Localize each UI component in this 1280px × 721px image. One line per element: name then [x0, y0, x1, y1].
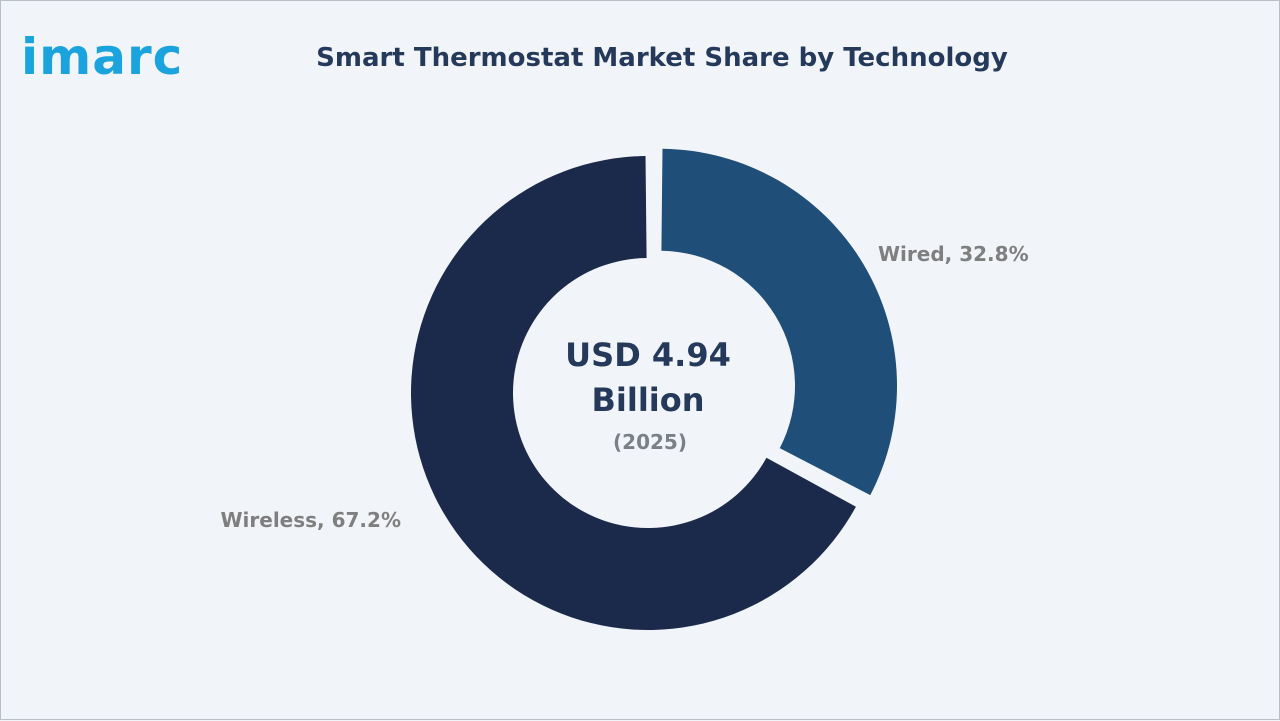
center-year: (2025) [613, 430, 687, 454]
imarc-logo: imarc [21, 28, 184, 86]
center-value: USD 4.94 [565, 336, 731, 374]
slice-wired [661, 148, 898, 496]
slice-label-wired: Wired, 32.8% [878, 242, 1029, 266]
slice-label-wireless: Wireless, 67.2% [220, 508, 401, 532]
chart-title: Smart Thermostat Market Share by Technol… [316, 43, 1008, 73]
slice-wireless [410, 156, 856, 630]
center-unit: Billion [591, 381, 704, 419]
